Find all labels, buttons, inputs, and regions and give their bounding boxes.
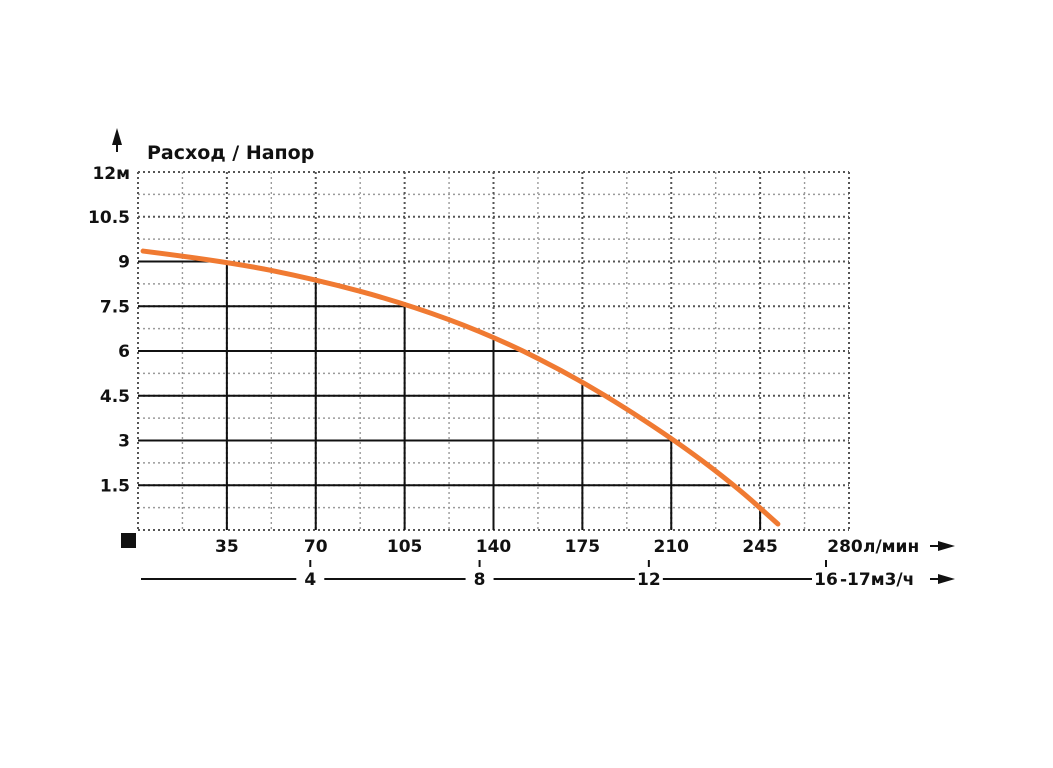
x2-tick-label: 4 — [304, 570, 316, 590]
y-tick-label: 1.5 — [100, 476, 130, 496]
x-tick-label: 105 — [387, 537, 423, 557]
x-tick-label: 175 — [565, 537, 601, 557]
y-tick-label: 10.5 — [88, 208, 130, 228]
x-tick-label: 70 — [304, 537, 328, 557]
curve-layer — [140, 248, 781, 527]
x-axis-unit-label: л/мин — [863, 537, 919, 557]
x-axis-unit-tick: 280 — [827, 537, 863, 557]
axes — [112, 128, 136, 548]
x-tick-label: 140 — [476, 537, 512, 557]
y-axis-unit-label: 12м — [92, 164, 130, 184]
y-tick-label: 4.5 — [100, 387, 130, 407]
y-tick-label: 7.5 — [100, 297, 130, 317]
y-tick-label: 9 — [118, 253, 130, 273]
chart-title: Расход / Напор — [147, 142, 314, 164]
origin-square-icon — [121, 533, 136, 548]
y-tick-label: 3 — [118, 432, 130, 452]
x2-axis-unit-label: -17м3/ч — [840, 570, 914, 590]
x2-tick-label: 8 — [474, 570, 486, 590]
x2-tick-label: 12 — [637, 570, 661, 590]
y-tick-label: 6 — [118, 342, 130, 362]
x-axis-arrow-icon — [938, 541, 955, 551]
x2-axis-arrow-icon — [938, 574, 955, 584]
major-grid — [138, 260, 762, 530]
y-axis-arrow-icon — [112, 128, 122, 145]
secondary-x-axis: 4 8 12 — [141, 560, 827, 590]
x-tick-label: 35 — [215, 537, 239, 557]
y-tick-labels: 1.5 3 4.5 6 7.5 9 10.5 — [88, 208, 130, 497]
pump-curve-line — [140, 248, 781, 527]
x-tick-labels: 35 70 105 140 175 210 245 — [215, 537, 778, 557]
x-tick-label: 245 — [742, 537, 778, 557]
x-tick-label: 210 — [654, 537, 690, 557]
x2-axis-end-tick: 16 — [814, 570, 838, 590]
